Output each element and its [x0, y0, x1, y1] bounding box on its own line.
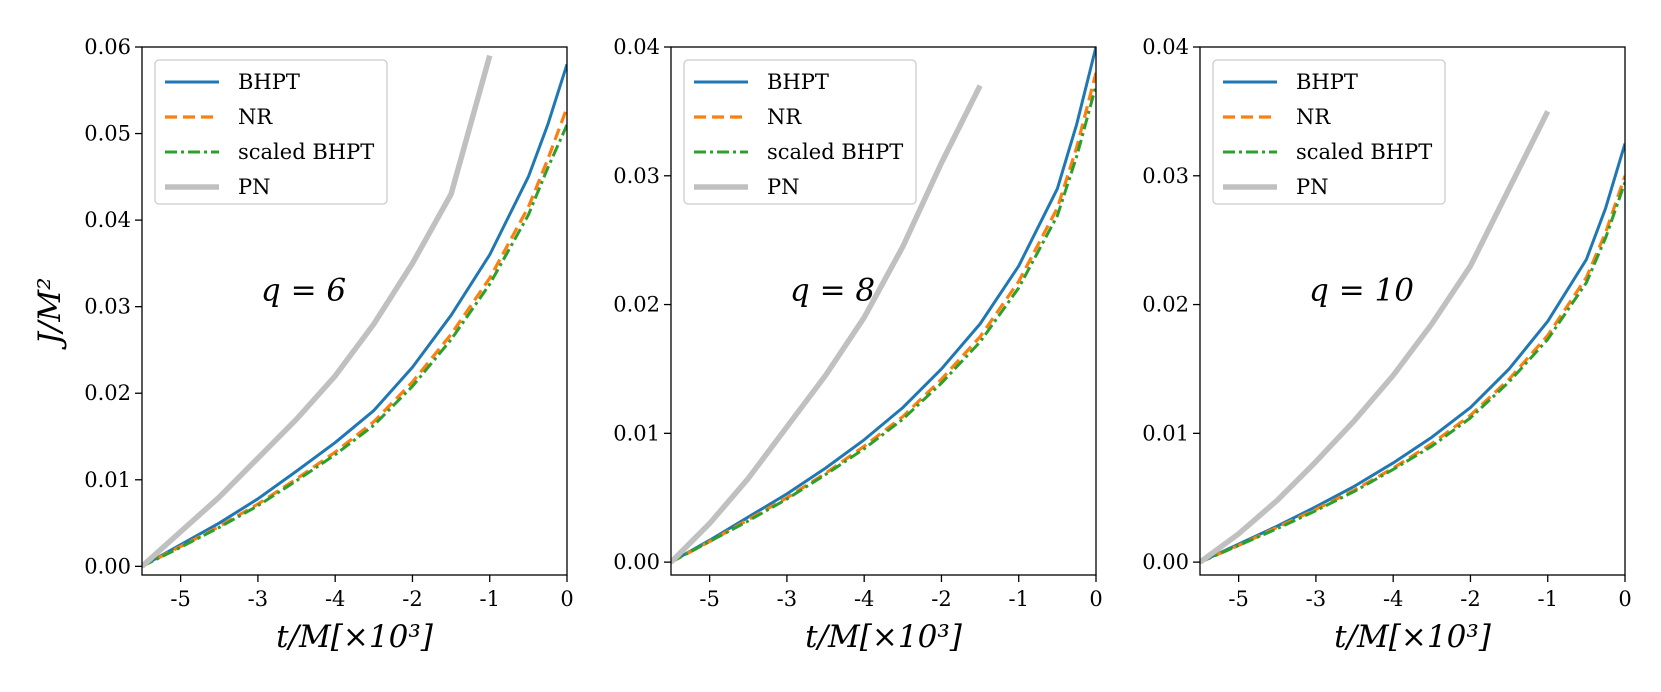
legend-label: BHPT — [767, 70, 829, 94]
legend-label: PN — [1296, 175, 1329, 199]
x-tick-label: -1 — [479, 587, 499, 611]
series-line — [1200, 143, 1625, 564]
y-tick-label: 0.01 — [84, 468, 131, 492]
x-tick-label: 0 — [1618, 587, 1631, 611]
series-line — [142, 107, 567, 568]
x-tick-label: -2 — [402, 587, 422, 611]
series-line — [142, 124, 567, 568]
x-tick-label: -3 — [777, 587, 797, 611]
plot-frame — [1199, 46, 1626, 576]
legend-box — [1212, 59, 1446, 205]
x-tick-label: 0 — [560, 587, 573, 611]
y-tick-label: 0.02 — [84, 381, 131, 405]
x-tick-label: -4 — [325, 587, 345, 611]
x-tick-label: -4 — [854, 587, 874, 611]
legend-label: scaled BHPT — [767, 140, 903, 164]
series-line — [671, 85, 1096, 564]
x-tick-label: -2 — [931, 587, 951, 611]
y-axis-label: J/M² — [32, 277, 68, 350]
y-tick-label: 0.00 — [613, 550, 660, 574]
legend-label: PN — [238, 175, 271, 199]
legend-label: BHPT — [238, 70, 300, 94]
y-tick-label: 0.01 — [613, 421, 660, 445]
legend-label: scaled BHPT — [1296, 140, 1432, 164]
panel: -5 -3 -4 -2 -1 0 0.00 0.01 0.02 0.03 0.04 BHPT NR sca… — [1142, 35, 1631, 655]
y-tick-label: 0.06 — [84, 35, 131, 59]
legend-label: NR — [767, 105, 802, 129]
series-line — [142, 63, 567, 568]
y-tick-label: 0.04 — [613, 35, 660, 59]
series-line — [671, 72, 1096, 564]
y-tick-label: 0.01 — [1142, 421, 1189, 445]
legend-label: NR — [238, 105, 273, 129]
series-line — [1200, 181, 1625, 564]
plot-frame — [670, 46, 1097, 576]
series-line — [671, 84, 983, 565]
y-tick-label: 0.04 — [1142, 35, 1189, 59]
legend-label: BHPT — [1296, 70, 1358, 94]
annotation: q = 8 — [790, 272, 875, 308]
series-line — [1200, 175, 1625, 564]
x-tick-label: -5 — [170, 587, 190, 611]
x-tick-label: -1 — [1008, 587, 1028, 611]
series-line — [671, 47, 1096, 564]
series-line — [142, 54, 493, 569]
y-tick-label: 0.00 — [1142, 550, 1189, 574]
x-tick-label: -3 — [1306, 587, 1326, 611]
x-tick-label: -3 — [248, 587, 268, 611]
series-line — [1200, 110, 1551, 565]
x-axis-label: t/M[×10³] — [1334, 619, 1492, 655]
y-tick-label: 0.05 — [84, 122, 131, 146]
x-tick-label: -5 — [699, 587, 719, 611]
legend-box — [683, 59, 917, 205]
legend-box — [154, 59, 388, 205]
plot-frame — [141, 46, 568, 576]
panel: -5 -3 -4 -2 -1 0 0.00 0.01 0.02 0.03 0.04 0.05 0.06 B… — [32, 35, 574, 655]
panel: -5 -3 -4 -2 -1 0 0.00 0.01 0.02 0.03 0.04 BHPT NR sca… — [613, 35, 1102, 655]
y-tick-label: 0.03 — [1142, 164, 1189, 188]
annotation: q = 6 — [261, 272, 346, 308]
y-tick-label: 0.03 — [613, 164, 660, 188]
annotation: q = 10 — [1309, 272, 1414, 308]
x-tick-label: -5 — [1228, 587, 1248, 611]
x-tick-label: -4 — [1383, 587, 1403, 611]
x-tick-label: -2 — [1460, 587, 1480, 611]
x-axis-label: t/M[×10³] — [805, 619, 963, 655]
x-axis-label: t/M[×10³] — [276, 619, 434, 655]
legend-label: NR — [1296, 105, 1331, 129]
legend-label: PN — [767, 175, 800, 199]
y-tick-label: 0.04 — [84, 208, 131, 232]
y-tick-label: 0.03 — [84, 295, 131, 319]
x-tick-label: -1 — [1537, 587, 1557, 611]
legend-label: scaled BHPT — [238, 140, 374, 164]
y-tick-label: 0.02 — [613, 293, 660, 317]
x-tick-label: 0 — [1089, 587, 1102, 611]
y-tick-label: 0.02 — [1142, 293, 1189, 317]
y-tick-label: 0.00 — [84, 554, 131, 578]
